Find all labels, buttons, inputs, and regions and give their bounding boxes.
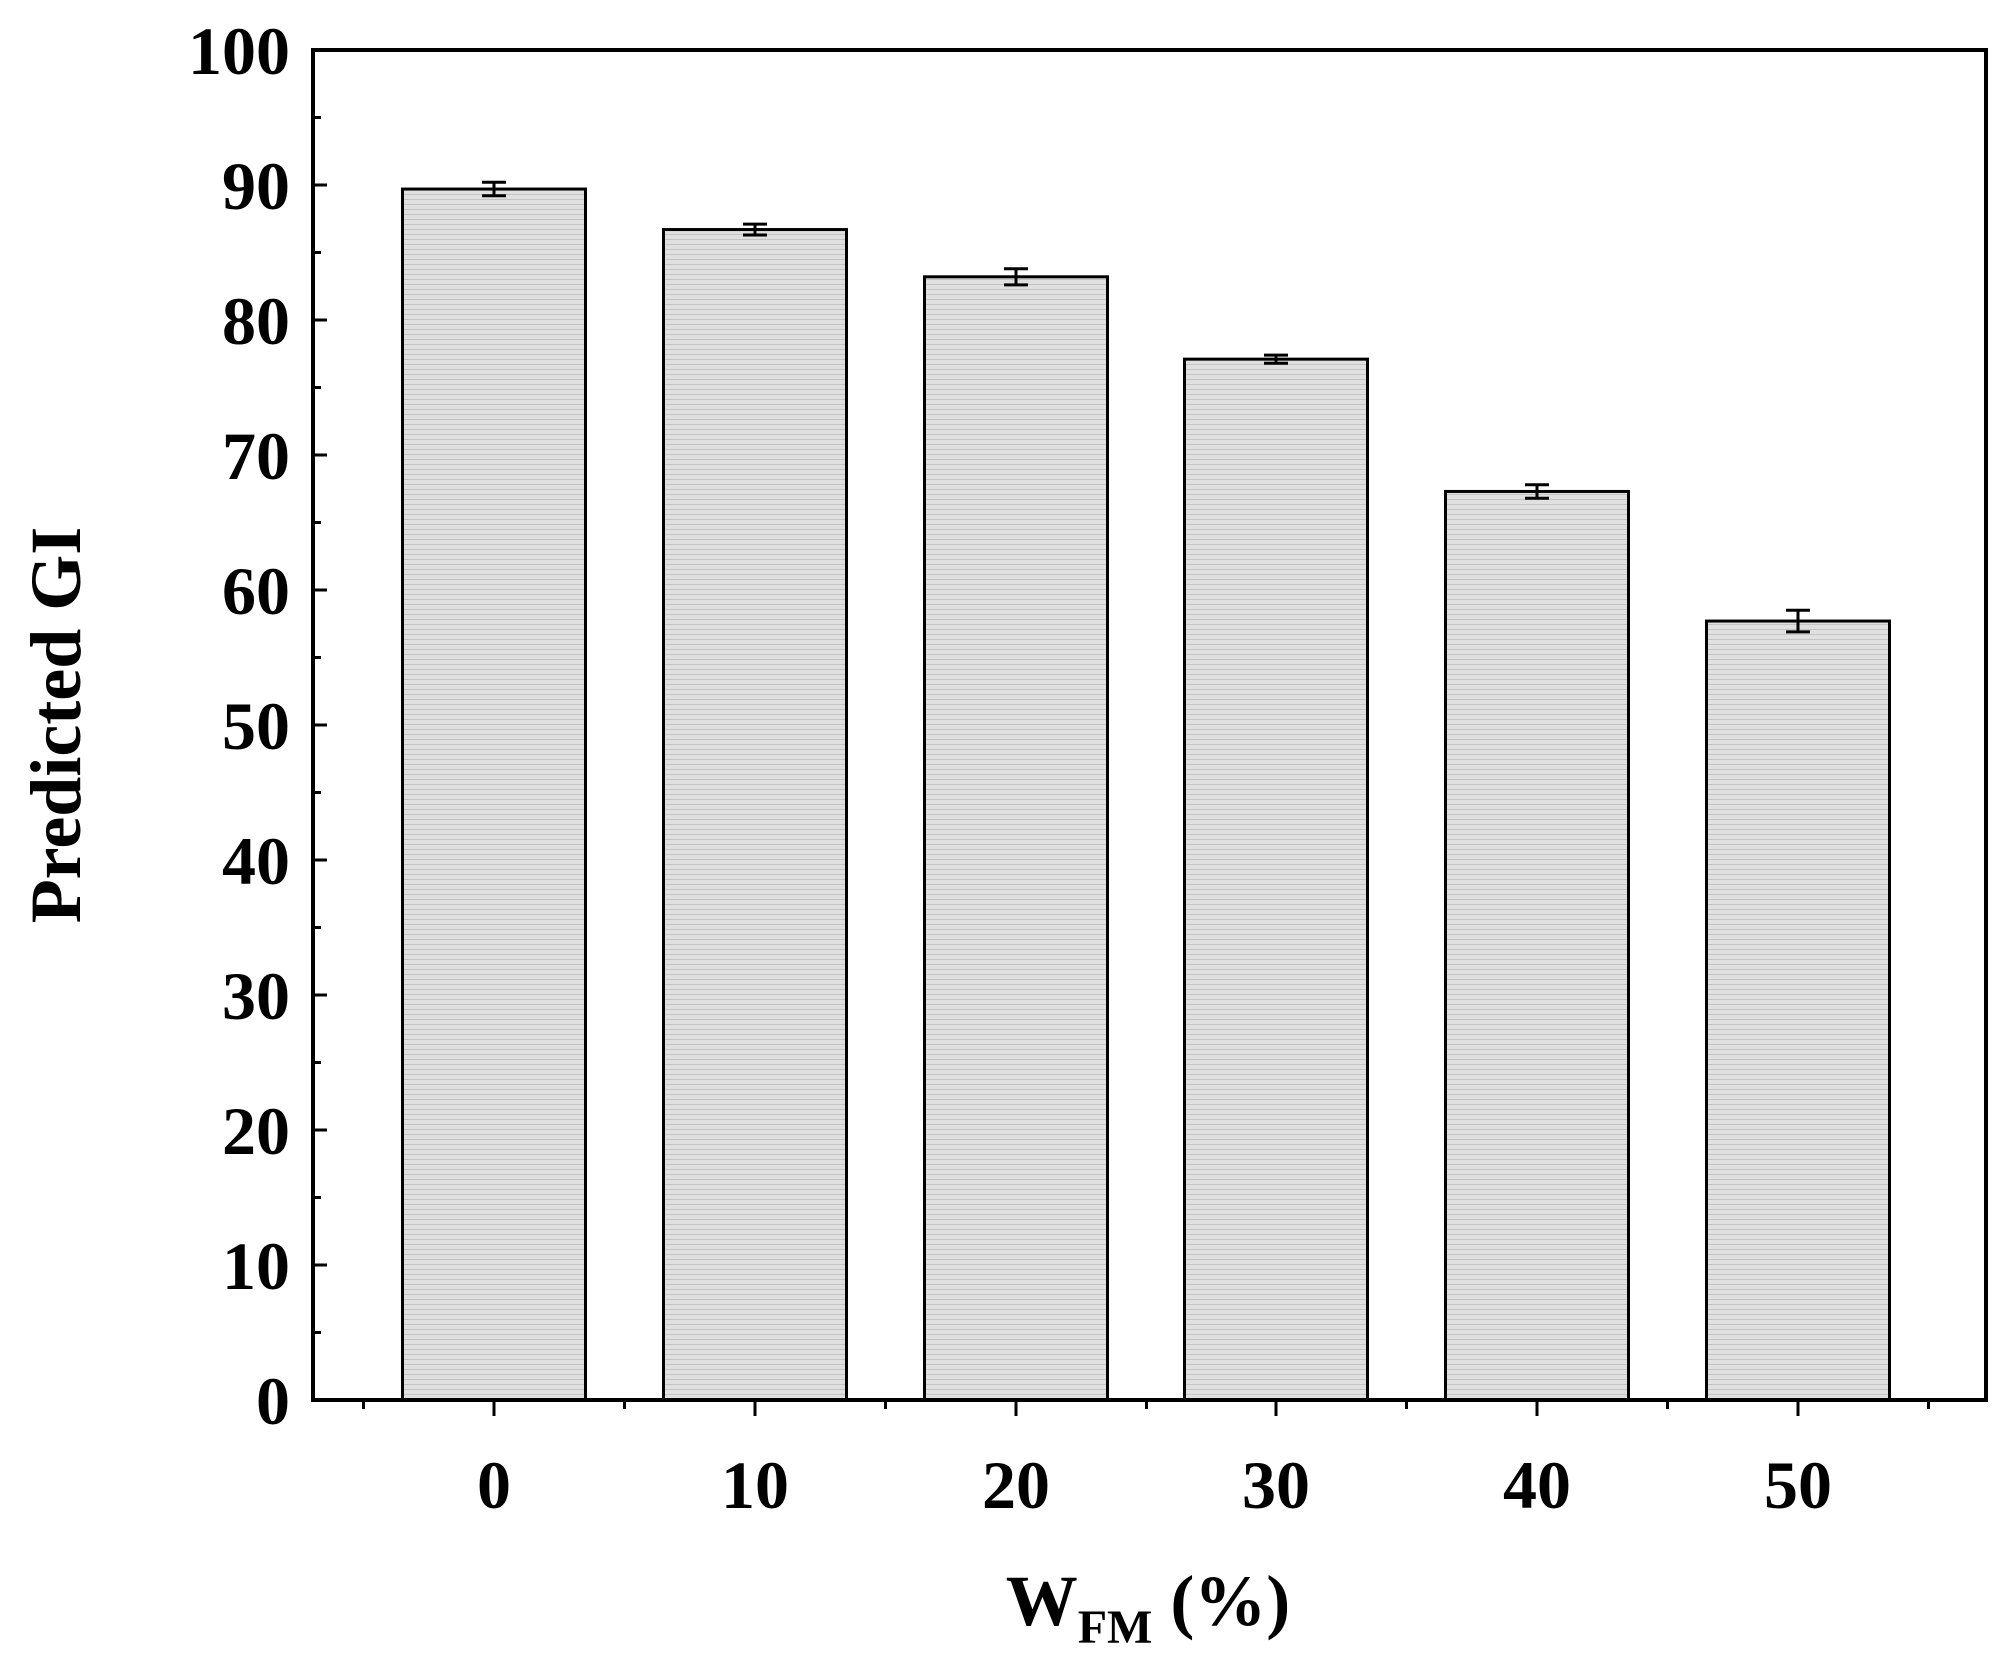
y-axis: 0 10 20 30 40 50 60 70 80 90 100 <box>188 13 327 1439</box>
x-axis-title-main: W <box>1006 1561 1078 1641</box>
bar-30 <box>1183 357 1369 1402</box>
x-axis-title-subscript: FM <box>1078 1601 1153 1654</box>
x-tick-label-0: 0 <box>477 1447 511 1523</box>
y-tick-label-40: 40 <box>222 823 290 899</box>
x-tick-label-10: 10 <box>721 1447 789 1523</box>
y-tick-label-60: 60 <box>222 553 290 629</box>
x-axis: 0 10 20 30 40 50 <box>362 1400 1930 1523</box>
bar-50 <box>1705 619 1891 1402</box>
x-axis-title-suffix: (%) <box>1152 1561 1290 1641</box>
bar-40 <box>1444 489 1630 1402</box>
y-tick-label-50: 50 <box>222 688 290 764</box>
error-bars-group <box>482 180 1810 634</box>
y-tick-label-80: 80 <box>222 283 290 359</box>
y-tick-label-20: 20 <box>222 1093 290 1169</box>
bars-group <box>401 187 1891 1402</box>
y-tick-label-10: 10 <box>222 1228 290 1304</box>
y-tick-label-90: 90 <box>222 148 290 224</box>
x-axis-title: WFM (%) <box>1006 1561 1291 1654</box>
bar-0 <box>401 187 587 1402</box>
y-axis-title: Predicted GI <box>16 527 96 924</box>
x-tick-label-50: 50 <box>1764 1447 1832 1523</box>
y-tick-label-100: 100 <box>188 13 290 89</box>
y-tick-label-30: 30 <box>222 958 290 1034</box>
bar-10 <box>662 228 848 1402</box>
x-tick-label-30: 30 <box>1242 1447 1310 1523</box>
x-tick-label-20: 20 <box>982 1447 1050 1523</box>
y-tick-label-0: 0 <box>256 1363 290 1439</box>
y-tick-label-70: 70 <box>222 418 290 494</box>
x-tick-label-40: 40 <box>1503 1447 1571 1523</box>
bar-20 <box>923 275 1109 1402</box>
